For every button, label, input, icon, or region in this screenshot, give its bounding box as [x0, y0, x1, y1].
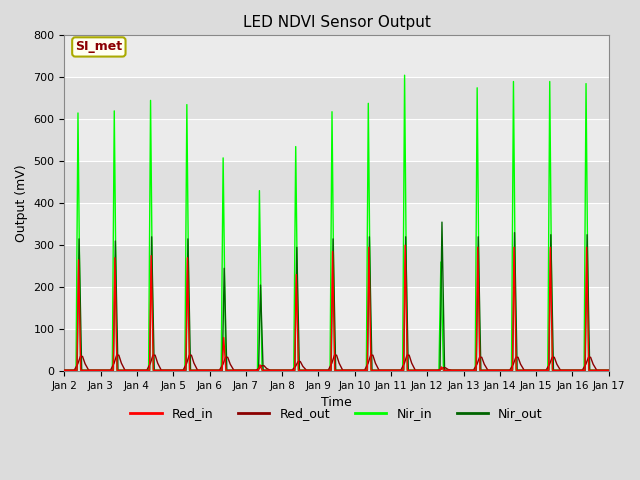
Bar [65, 120, 609, 161]
Text: SI_met: SI_met [76, 40, 122, 53]
Bar [65, 36, 609, 77]
Bar [65, 329, 609, 371]
Bar [65, 245, 609, 287]
X-axis label: Time: Time [321, 396, 352, 409]
Bar [65, 287, 609, 329]
Title: LED NDVI Sensor Output: LED NDVI Sensor Output [243, 15, 431, 30]
Bar [65, 203, 609, 245]
Bar [65, 161, 609, 203]
Legend: Red_in, Red_out, Nir_in, Nir_out: Red_in, Red_out, Nir_in, Nir_out [125, 402, 548, 425]
Y-axis label: Output (mV): Output (mV) [15, 165, 28, 242]
Bar [65, 77, 609, 120]
